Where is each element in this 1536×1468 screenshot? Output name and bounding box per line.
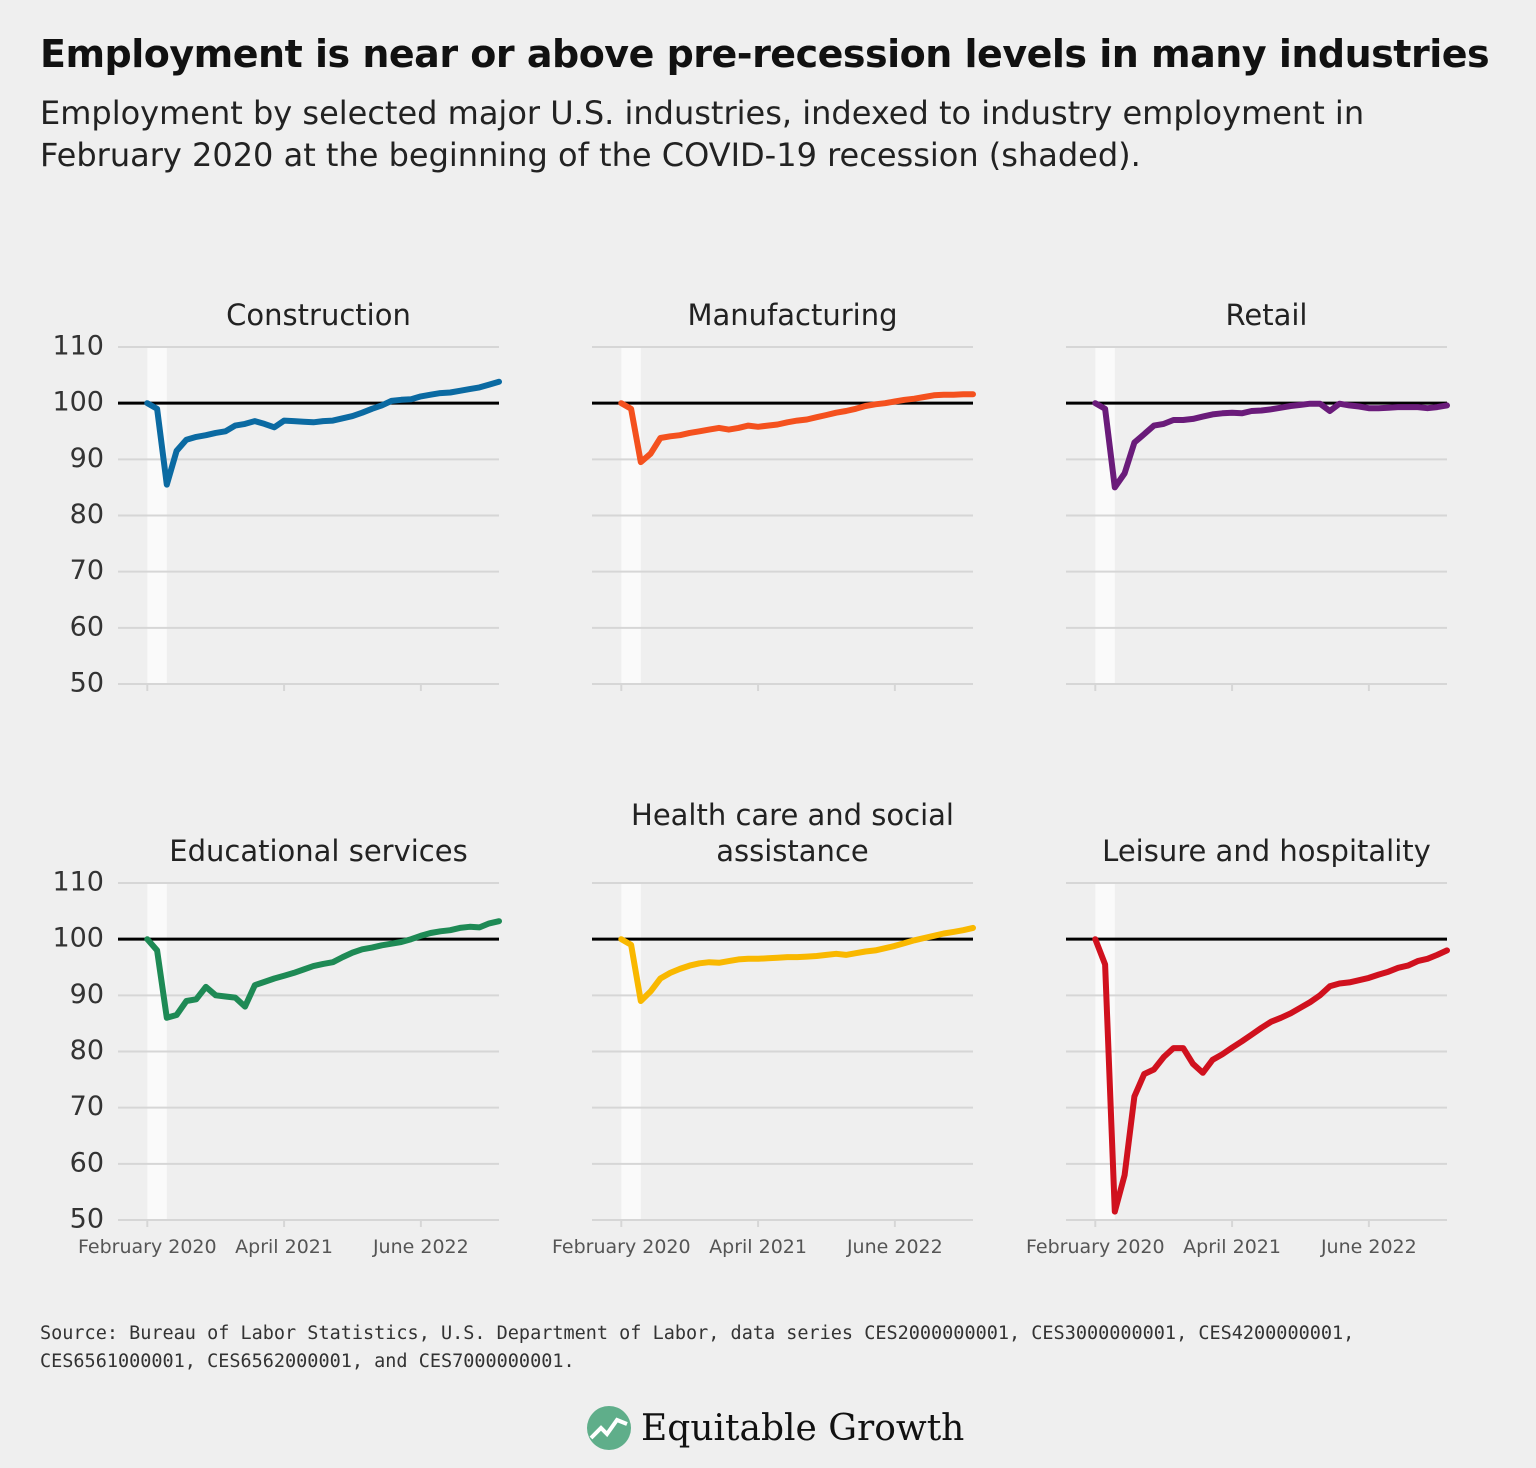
y-tick-label: 60 (70, 611, 104, 642)
data-line (1092, 400, 1450, 491)
chart-title-box: Educational services (169, 834, 468, 868)
chart-title-box: Retail (1225, 298, 1308, 332)
y-tick-label: 90 (70, 979, 104, 1010)
x-tick-label: June 2022 (372, 1236, 469, 1258)
data-line (618, 924, 976, 1004)
y-tick-label: 80 (70, 499, 104, 530)
x-tick-label: April 2021 (1183, 1236, 1281, 1258)
title: Employment is near or above pre-recessio… (40, 32, 1490, 76)
chart-title: Educational services (169, 834, 468, 868)
x-tick-label: February 2020 (552, 1236, 691, 1258)
chart-title: Retail (1225, 298, 1308, 332)
y-tick-label: 50 (70, 1204, 104, 1235)
data-line (1092, 936, 1450, 1215)
y-tick-label: 100 (52, 387, 104, 418)
data-line (144, 378, 502, 488)
chart-title: Manufacturing (687, 298, 898, 332)
y-tick-label: 70 (70, 555, 104, 586)
y-tick-label: 110 (52, 867, 104, 898)
chart-title: Leisure and hospitality (1102, 834, 1431, 868)
brand-name: Equitable Growth (641, 1407, 965, 1449)
x-tick-label: February 2020 (1026, 1236, 1165, 1258)
x-tick-label: February 2020 (78, 1236, 217, 1258)
chart-title-box: Manufacturing (687, 298, 898, 332)
x-tick-label: April 2021 (235, 1236, 333, 1258)
brand-icon (587, 1406, 631, 1450)
data-line (618, 391, 976, 466)
charts: Construction 50 60 70 80 90 100 110 Manufacturin… (52, 298, 1450, 1258)
source: Source: Bureau of Labor Statistics, U.S.… (40, 1323, 1355, 1372)
chart-title: Construction (226, 298, 411, 332)
chart-title-box: Construction (226, 298, 411, 332)
x-tick-label: June 2022 (846, 1236, 943, 1258)
chart-title-box: Leisure and hospitality (1102, 834, 1431, 868)
subtitle: Employment by selected major U.S. indust… (40, 94, 1365, 174)
brand: Equitable Growth (585, 1400, 964, 1456)
x-tick-label: April 2021 (709, 1236, 807, 1258)
y-tick-label: 110 (52, 331, 104, 362)
y-tick-label: 60 (70, 1147, 104, 1178)
y-tick-label: 70 (70, 1091, 104, 1122)
chart-title-box: Health care and social assistance (631, 798, 954, 868)
y-tick-label: 100 (52, 923, 104, 954)
y-tick-label: 80 (70, 1035, 104, 1066)
data-line (144, 918, 502, 1021)
y-tick-label: 90 (70, 443, 104, 474)
x-tick-label: June 2022 (1320, 1236, 1417, 1258)
chart-title: Health care and social assistance (631, 798, 954, 868)
y-tick-label: 50 (70, 668, 104, 699)
